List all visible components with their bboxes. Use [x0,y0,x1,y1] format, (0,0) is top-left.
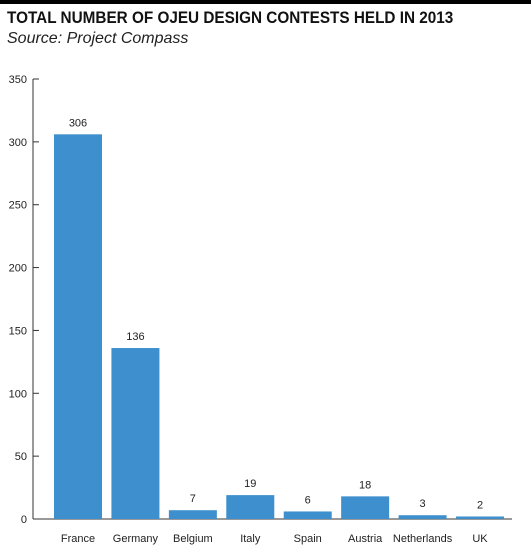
x-tick-label: France [61,533,95,545]
chart-title: TOTAL NUMBER OF OJEU DESIGN CONTESTS HEL… [7,8,454,27]
x-tick-label: UK [472,533,488,545]
bar-belgium [168,510,217,519]
top-rule [0,0,531,4]
x-tick-label: Spain [294,533,322,545]
data-label: 6 [305,494,311,506]
x-tick-label: Netherlands [393,533,453,545]
bar-france [54,134,102,520]
data-label: 18 [359,479,371,491]
bar-italy [226,495,275,519]
bar-spain [283,511,332,519]
bar-uk [456,516,505,519]
y-tick-label: 250 [9,200,27,212]
y-tick-label: 100 [9,388,27,400]
chart-subtitle: Source: Project Compass [7,30,189,47]
data-label: 7 [190,493,196,505]
y-tick-label: 350 [9,74,27,86]
x-tick-label: Austria [348,533,383,545]
y-tick-label: 50 [15,451,27,463]
y-tick-label: 300 [9,137,27,149]
bar-germany [111,348,160,519]
x-tick-label: Italy [240,533,261,545]
x-tick-label: Belgium [173,533,213,545]
y-tick-label: 150 [9,325,27,337]
data-label: 19 [244,478,256,490]
y-tick-label: 200 [9,263,27,275]
bar-netherlands [398,515,447,519]
data-label: 2 [477,499,483,511]
x-tick-label: Germany [113,533,159,545]
bar-austria [341,496,390,519]
y-tick-label: 0 [21,514,27,526]
data-label: 3 [420,498,426,510]
data-label: 306 [69,117,87,129]
data-label: 136 [126,331,144,343]
